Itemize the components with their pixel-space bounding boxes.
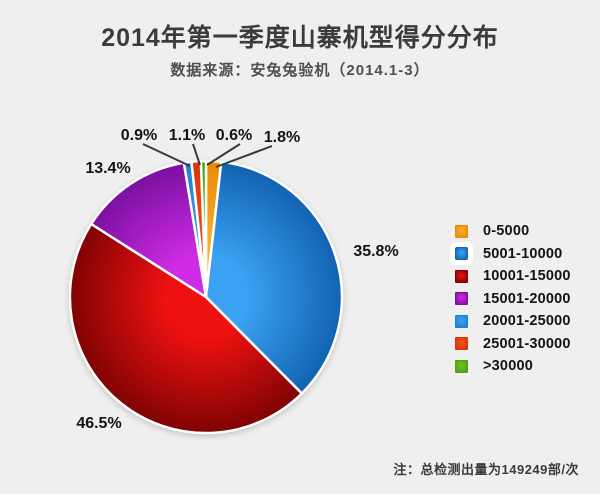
legend-swatch-icon <box>455 337 468 351</box>
legend-label: >30000 <box>483 358 533 375</box>
legend-item->30000: >30000 <box>455 355 571 378</box>
legend-label: 5001-10000 <box>483 245 563 262</box>
callout-leader-line <box>206 143 241 166</box>
legend-item-0-5000: 0-5000 <box>455 220 571 243</box>
pie-slice->30000 <box>199 159 208 299</box>
legend-swatch-icon <box>455 269 468 283</box>
legend-item-25001-30000: 25001-30000 <box>455 333 571 356</box>
legend: 0-5000 5001-10000 10001-15000 15001-20000 20… <box>455 220 571 378</box>
legend-label: 0-5000 <box>483 223 530 240</box>
chart-subtitle: 数据来源：安兔兔验机（2014.1-3） <box>170 62 430 79</box>
pie-slices <box>68 159 344 435</box>
legend-item-15001-20000: 15001-20000 <box>455 288 571 311</box>
chart-title: 2014年第一季度山寨机型得分分布 <box>101 24 499 52</box>
callout-leader-line <box>215 145 273 168</box>
legend-swatch-icon <box>455 359 468 373</box>
callout-leader-line <box>192 143 201 166</box>
chart-header: 2014年第一季度山寨机型得分分布 数据来源：安兔兔验机（2014.1-3） <box>0 0 600 80</box>
legend-item-10001-15000: 10001-15000 <box>455 265 571 288</box>
legend-item-20001-25000: 20001-25000 <box>455 310 571 333</box>
legend-swatch-icon <box>455 314 468 328</box>
pie-slice-15001-20000 <box>89 161 208 299</box>
legend-swatch-icon <box>455 247 468 261</box>
callout-leader-line <box>142 143 191 167</box>
legend-label: 10001-15000 <box>483 268 571 285</box>
legend-swatch-icon <box>455 224 468 238</box>
legend-item-5001-10000: 5001-10000 <box>455 243 571 266</box>
legend-label: 25001-30000 <box>483 335 571 352</box>
legend-label: 15001-20000 <box>483 290 571 307</box>
legend-swatch-icon <box>455 292 468 306</box>
legend-label: 20001-25000 <box>483 313 571 330</box>
footnote: 注：总检测出量为149249部/次 <box>393 462 579 477</box>
pie-slice-5001-10000 <box>204 160 344 395</box>
pie-slice-10001-15000 <box>68 222 304 435</box>
